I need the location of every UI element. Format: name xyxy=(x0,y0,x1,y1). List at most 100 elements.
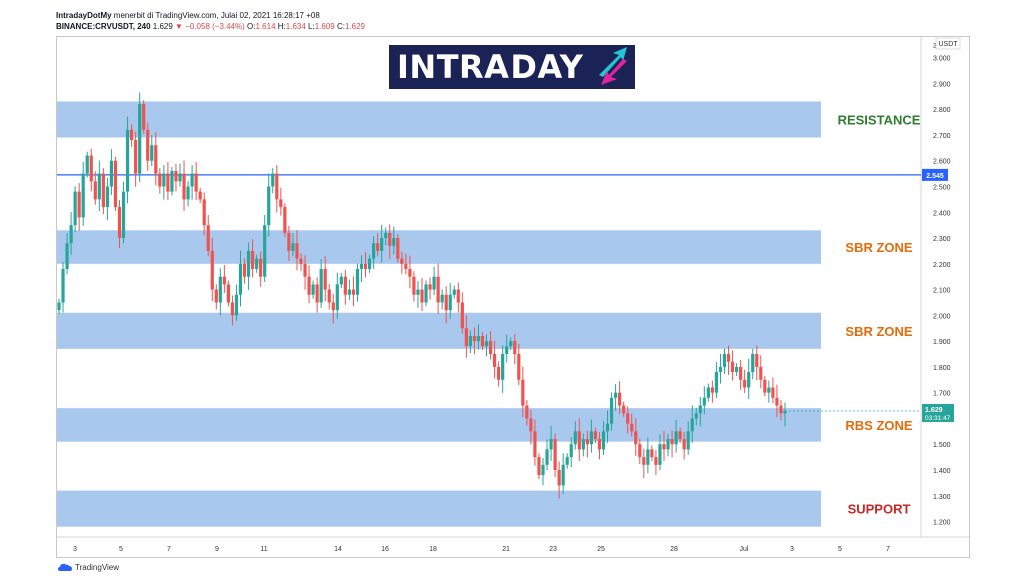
high-label: H: xyxy=(277,22,286,31)
zone-band xyxy=(57,101,821,138)
candle-body xyxy=(646,449,650,465)
candle-body xyxy=(230,302,235,316)
candle-body xyxy=(569,444,573,458)
candle-body xyxy=(355,268,360,295)
candle-body xyxy=(121,191,126,239)
candle-body xyxy=(670,439,674,445)
time-tick-label: 5 xyxy=(119,546,123,553)
candle-body xyxy=(497,366,501,380)
candle-body xyxy=(448,294,452,311)
candle-body xyxy=(81,173,85,218)
candle-body xyxy=(331,302,335,311)
candle-body xyxy=(513,341,517,355)
price-tick-label: 1.300 xyxy=(933,494,951,501)
candle-body xyxy=(557,469,561,486)
candle-body xyxy=(650,449,654,458)
candle-body xyxy=(299,258,303,264)
price-tick-label: 2.000 xyxy=(933,313,951,320)
candle-body xyxy=(767,387,771,393)
candle-body xyxy=(702,397,706,406)
candle-body xyxy=(113,160,118,208)
candle-body xyxy=(408,268,412,277)
hline-price-label: 2.545 xyxy=(926,173,944,180)
candle-body xyxy=(682,439,686,450)
price-tick-label: 1.800 xyxy=(933,365,951,372)
candle-body xyxy=(525,405,529,419)
candle-body xyxy=(589,431,593,445)
candle-body xyxy=(404,263,408,269)
candle-body xyxy=(323,268,327,290)
candle-body xyxy=(585,439,589,445)
candle-body xyxy=(440,294,444,303)
logo-arrow-up-icon xyxy=(599,47,627,77)
price-chart[interactable]: RESISTANCE SBR ZONE SBR ZONE RBS ZONE SUPPOR… xyxy=(57,37,969,557)
candle-body xyxy=(541,464,545,476)
time-tick-label: 23 xyxy=(549,546,557,553)
candle-body xyxy=(335,284,339,311)
candle-body xyxy=(158,173,162,187)
tradingview-brand: TradingView xyxy=(75,563,120,572)
candle-body xyxy=(577,431,581,450)
time-tick-label: 7 xyxy=(886,546,890,553)
candle-body xyxy=(351,289,356,295)
candle-body xyxy=(226,284,230,303)
time-tick-label: 3 xyxy=(790,546,794,553)
candle-body xyxy=(271,173,275,187)
candle-body xyxy=(93,181,97,200)
candle-body xyxy=(190,173,194,187)
candle-body xyxy=(573,431,577,445)
candle-body xyxy=(303,263,307,277)
time-tick-label: 9 xyxy=(215,546,219,553)
logo-text-b: DAY xyxy=(510,48,584,86)
candle-body xyxy=(694,413,698,419)
candle-body xyxy=(432,276,436,290)
candle-body xyxy=(319,268,323,303)
candle-body xyxy=(658,444,662,465)
time-tick-label: 21 xyxy=(502,546,510,553)
candle-body xyxy=(214,289,218,303)
last-price-label: 1.629 xyxy=(925,407,943,414)
price-tick-label: 2.500 xyxy=(933,184,951,191)
candle-body xyxy=(464,328,468,347)
candle-body xyxy=(533,431,537,458)
candle-body xyxy=(384,232,388,239)
candle-body xyxy=(710,387,714,393)
candle-body xyxy=(109,160,114,187)
candle-body xyxy=(287,232,291,251)
candle-body xyxy=(529,418,533,432)
candle-body xyxy=(666,439,670,450)
chart-header: IntradayDotMy menerbit di TradingView.co… xyxy=(56,10,365,32)
candle-body xyxy=(275,173,279,200)
open-value: 1.614 xyxy=(255,22,276,31)
candle-body xyxy=(493,354,497,367)
candle-body xyxy=(626,413,630,424)
candle-body xyxy=(186,186,190,200)
candle-body xyxy=(125,129,130,192)
currency-badge[interactable] xyxy=(935,37,961,50)
candle-body xyxy=(251,250,255,269)
candle-body xyxy=(138,104,142,174)
candle-body xyxy=(751,354,755,373)
candle-body xyxy=(771,387,775,398)
candle-body xyxy=(730,361,735,373)
candle-body xyxy=(150,145,154,161)
hline-price-tag xyxy=(922,168,948,181)
price-tick-label: 1.400 xyxy=(933,468,951,475)
last-price: 1.629 xyxy=(152,22,173,31)
candle-body xyxy=(178,173,182,182)
candle-body xyxy=(267,186,271,226)
time-tick-label: 28 xyxy=(670,546,678,553)
candle-body xyxy=(105,186,109,208)
candle-body xyxy=(372,243,376,259)
candle-body xyxy=(367,258,372,269)
publish-info: menerbit di TradingView.com, Julai 02, 2… xyxy=(113,11,320,20)
tradingview-footer[interactable]: TradingView xyxy=(58,563,119,572)
candle-body xyxy=(476,335,481,342)
candle-body xyxy=(747,372,751,388)
candle-body xyxy=(468,335,472,347)
price-tick-label: 3.000 xyxy=(933,56,951,63)
candle-body xyxy=(609,397,614,424)
chart-frame[interactable]: RESISTANCE SBR ZONE SBR ZONE RBS ZONE SUPPOR… xyxy=(56,36,970,558)
zone-label: RBS ZONE xyxy=(845,418,913,433)
price-tick-label: 2.300 xyxy=(933,236,951,243)
